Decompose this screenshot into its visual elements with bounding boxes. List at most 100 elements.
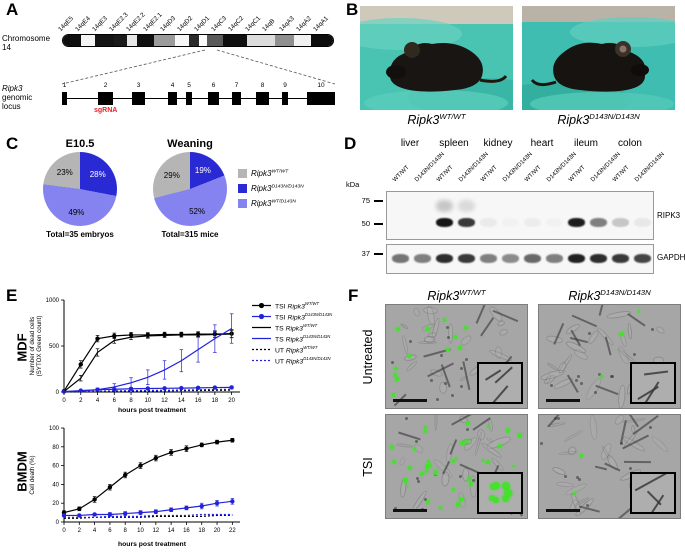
- legend-marker: [252, 359, 271, 362]
- protein-band: [502, 218, 519, 227]
- y-axis-label: Number of dead cells: [29, 317, 36, 375]
- pie-percentage-label: 19%: [194, 165, 211, 175]
- exon-box: [256, 92, 269, 105]
- series-marker: [199, 442, 204, 448]
- y-tick-label: 60: [52, 464, 59, 470]
- fibroblast-line: [494, 366, 513, 384]
- gene-name: Ripk3: [285, 347, 304, 355]
- cell-nucleus: [446, 325, 450, 329]
- dead-cell-dot: [492, 481, 501, 490]
- cell-nucleus: [443, 381, 447, 385]
- genotype-superscript: WT/WT: [303, 344, 318, 350]
- series-line: [63, 439, 233, 514]
- series-line: [63, 328, 232, 393]
- chromosome-segment: [246, 35, 276, 46]
- genotype-legend: Ripk3WT/WT Ripk3D143N/D143N Ripk3WT/D143N: [238, 166, 304, 211]
- protein-smear: [435, 200, 453, 212]
- series-marker: [184, 446, 189, 451]
- cell-nucleus: [576, 475, 580, 479]
- cell-shape: [434, 415, 438, 431]
- chromosome-segment: [175, 35, 190, 46]
- cell-nucleus: [416, 476, 420, 480]
- treatment-prefix: TSI: [275, 303, 288, 311]
- y-tick-label: 80: [52, 445, 59, 451]
- cell-shape: [398, 456, 407, 467]
- series-marker: [168, 450, 174, 455]
- legend-item: Ripk3WT/WT: [238, 166, 304, 181]
- gene-name: Ripk3: [287, 314, 305, 322]
- lane-genotype-label: WT/WT: [392, 164, 411, 184]
- mouse-photo-d143n: [522, 6, 675, 110]
- dead-cell-dot: [492, 496, 500, 504]
- cell-shape: [405, 359, 419, 373]
- pie-chart-e105: 28% 49% 23%: [43, 152, 117, 226]
- protein-band: [523, 254, 541, 263]
- panel-b-letter: B: [346, 0, 359, 19]
- cell-nucleus: [451, 393, 455, 397]
- scale-bar: [546, 399, 580, 402]
- cell-nucleus: [391, 360, 395, 364]
- scale-bar: [393, 399, 427, 402]
- micrograph-tsi-wt: [385, 414, 528, 519]
- gene-name: Ripk3: [427, 289, 460, 304]
- cell-nucleus: [404, 416, 408, 420]
- dead-cell-dot: [394, 366, 398, 371]
- lane-genotype-label: WT/WT: [612, 164, 631, 184]
- chromosome-segment: [294, 35, 311, 46]
- fibroblast-line: [475, 305, 489, 324]
- micrograph-tsi-d143n: [538, 414, 681, 519]
- exon-box: [307, 92, 335, 105]
- cell-nucleus: [466, 427, 470, 431]
- exon-number: 1: [62, 82, 67, 89]
- fibroblast-line: [479, 317, 494, 336]
- x-tick-label: 22: [229, 528, 236, 534]
- cell-nucleus: [539, 441, 543, 445]
- series-marker: [153, 455, 159, 461]
- dead-cell-dot: [434, 470, 439, 475]
- dead-cell-dot: [423, 425, 428, 430]
- x-tick-label: 2: [79, 398, 83, 404]
- dead-cell-dot: [466, 421, 470, 425]
- micrograph-col-header-wt: Ripk3WT/WT: [385, 288, 528, 303]
- series-marker: [112, 333, 117, 339]
- legend-marker: [252, 313, 271, 320]
- locus-word: locus: [2, 102, 21, 111]
- pie-total-weaning: Total=315 mice: [161, 230, 219, 239]
- micrograph-untreated-wt: [385, 304, 528, 409]
- ripk3-genomic-locus: sgRNA 1 2 3 4 5 6 7 8 9 10: [62, 82, 335, 116]
- ripk3-blot: [386, 191, 654, 240]
- protein-band: [435, 254, 453, 263]
- genotype-superscript: D143N/D143N: [303, 355, 331, 361]
- dead-cell-dot: [504, 488, 512, 497]
- marker-50: 50: [361, 219, 370, 228]
- pie-title-weaning: Weaning: [167, 138, 213, 150]
- protein-band: [413, 254, 431, 263]
- exon-number: 3: [136, 82, 141, 89]
- cell-nucleus: [597, 373, 601, 377]
- chromosome-band-label: 14qA1: [312, 15, 330, 33]
- dead-cell-dot: [452, 488, 455, 491]
- x-tick-label: 18: [212, 398, 219, 404]
- genotype-superscript: WT/WT: [302, 322, 318, 328]
- cell-shape: [572, 347, 589, 362]
- series-marker: [184, 505, 189, 511]
- legend-item: TSI Ripk3D143N/D143N: [252, 311, 332, 322]
- exon-number: 5: [187, 82, 191, 89]
- series-marker: [61, 513, 67, 518]
- legend-item: Ripk3WT/D143N: [238, 196, 304, 211]
- cell-nucleus: [632, 353, 636, 357]
- chromosome-segment: [63, 35, 81, 46]
- protein-band: [589, 218, 607, 227]
- genotype-superscript: WT/WT: [304, 300, 320, 306]
- gene-name: Ripk3: [407, 113, 440, 128]
- fibroblast-line: [595, 465, 608, 470]
- dead-cell-dot: [412, 446, 417, 451]
- x-tick-label: 20: [228, 398, 235, 404]
- panel-c-letter: C: [6, 134, 19, 153]
- protein-band: [633, 218, 651, 227]
- series-marker: [95, 336, 100, 341]
- cell-nucleus: [460, 367, 464, 371]
- chromosome-band-label: 14qE5: [57, 15, 75, 33]
- cell-nucleus: [549, 384, 553, 388]
- panel-d-letter: D: [344, 134, 357, 153]
